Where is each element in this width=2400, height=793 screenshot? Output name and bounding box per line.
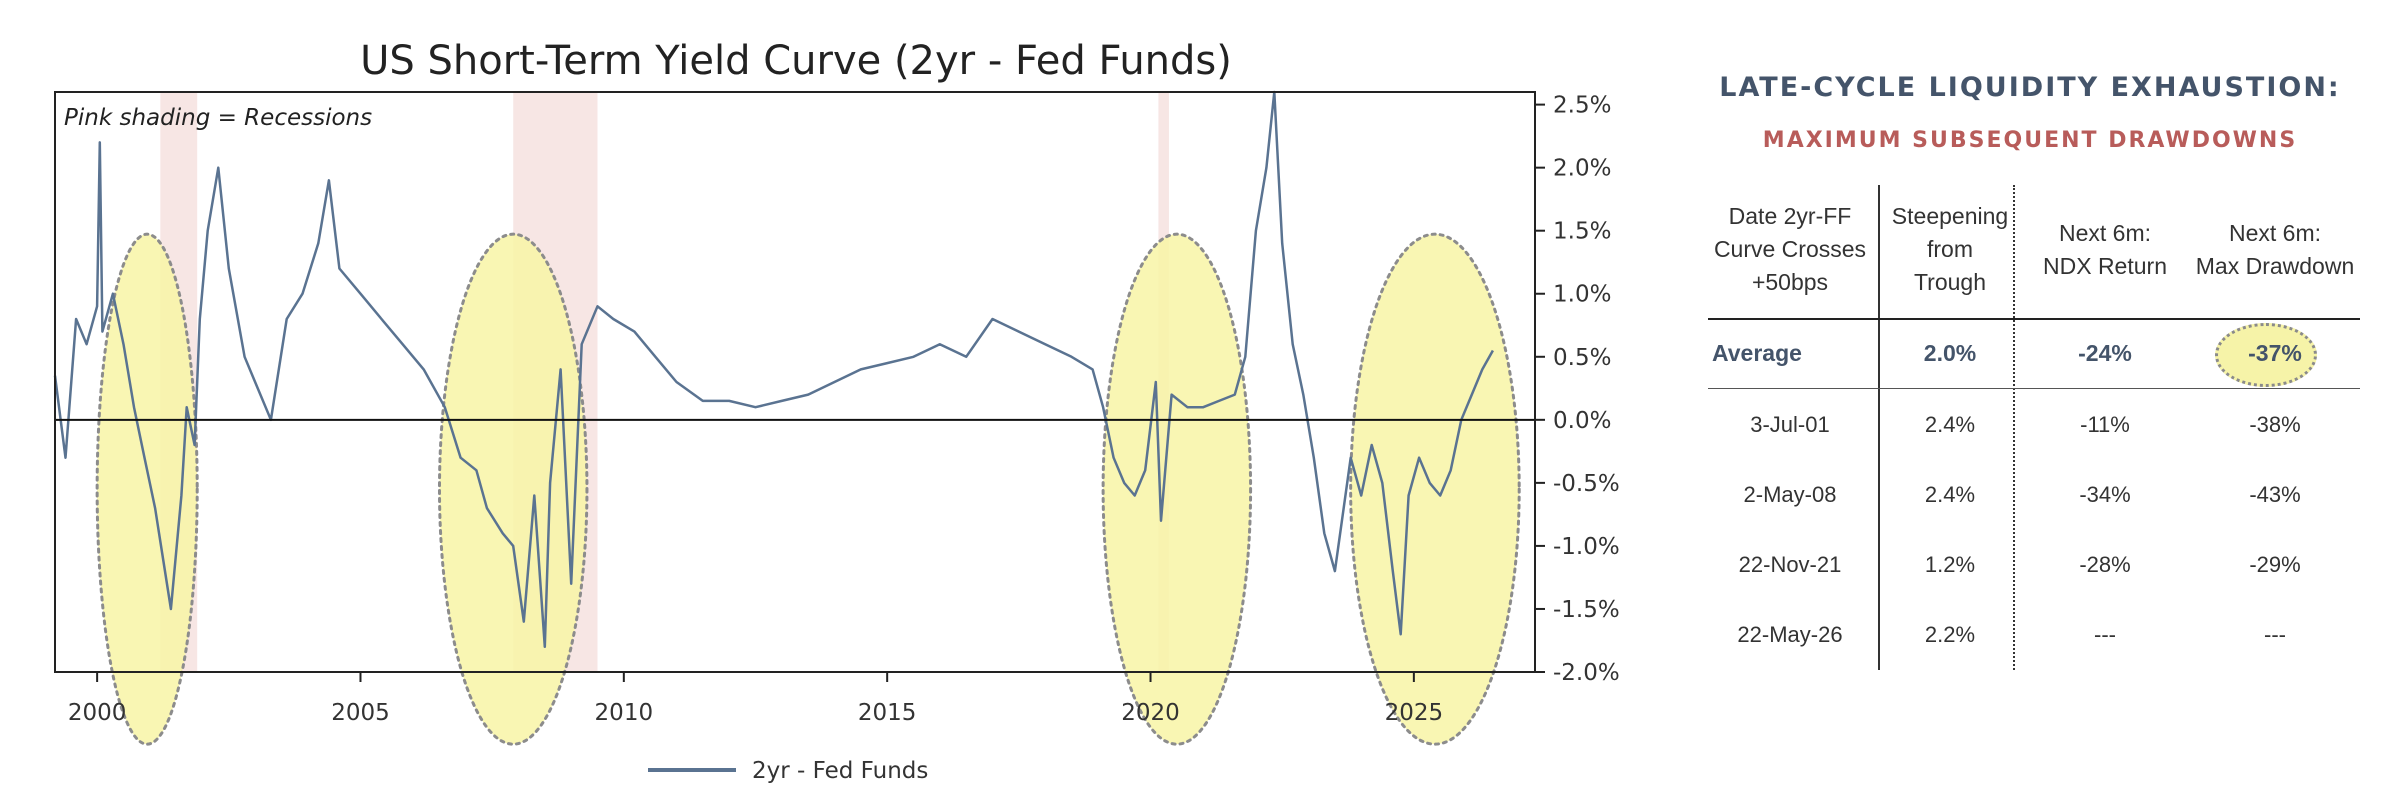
x-tick-label-3: 2010	[595, 700, 654, 726]
row-2-max-drawdown: -43%	[2249, 482, 2301, 507]
row-1-date: 3-Jul-01	[1750, 412, 1830, 437]
x-tick-label-6: 2025	[1385, 700, 1444, 726]
row-3-ndx-return: -28%	[2079, 552, 2131, 577]
row-2-date: 2-May-08	[1743, 482, 1837, 507]
yield-curve-chart: US Short-Term Yield Curve (2yr - Fed Fun…	[53, 38, 1620, 784]
axis-layer: 2.5% 2.0% 1.5% 1.0% 0.5% 0.0% -0.5% -1.0% -1.5% -…	[54, 91, 1620, 726]
average-ndx-return: -24%	[2078, 340, 2132, 366]
header-date: Date 2yr-FF Curve Crosses +50bps	[1713, 203, 1867, 295]
header-max-drawdown: Next 6m: Max Drawdown	[2195, 220, 2355, 279]
row-4-max-drawdown: ---	[2264, 622, 2286, 647]
row-1-steepening: 2.4%	[1924, 412, 1976, 437]
column-divider-2	[2013, 185, 2015, 670]
highlight-ellipse-3	[1101, 232, 1253, 746]
row-1-max-drawdown: -38%	[2249, 412, 2301, 437]
row-1-ndx-return: -11%	[2080, 412, 2130, 437]
y-tick-label-8: -1.0%	[1553, 534, 1620, 560]
average-drawdown-highlight	[2215, 323, 2317, 387]
row-4-ndx-return: ---	[2094, 622, 2116, 647]
highlight-ellipse-2	[437, 232, 589, 746]
header-rule	[1708, 318, 2360, 320]
row-4-steepening: 2.2%	[1924, 622, 1976, 647]
series-line-1	[53, 90, 1494, 649]
average-rule	[1708, 388, 2360, 389]
y-tick-label-7: -0.5%	[1553, 471, 1620, 497]
highlight-ellipse-layer	[95, 232, 1521, 746]
x-tick-label-1: 2000	[68, 700, 127, 726]
column-divider-1	[1878, 185, 1880, 670]
average-max-drawdown: -37%	[2248, 340, 2302, 366]
average-label: Average	[1712, 340, 1802, 366]
y-tick-label-4: 1.0%	[1553, 282, 1611, 308]
average-steepening: 2.0%	[1923, 340, 1977, 366]
x-tick-label-5: 2020	[1121, 700, 1180, 726]
recession-note: Pink shading = Recessions	[64, 105, 372, 131]
row-2-ndx-return: -34%	[2079, 482, 2131, 507]
y-tick-label-6: 0.0%	[1553, 408, 1611, 434]
x-tick-label-2: 2005	[331, 700, 390, 726]
series-layer	[53, 90, 1494, 649]
y-tick-label-3: 1.5%	[1553, 219, 1611, 245]
y-tick-label-9: -1.5%	[1553, 597, 1620, 623]
chart-legend: 2yr - Fed Funds	[648, 758, 928, 784]
x-tick-label-4: 2015	[858, 700, 917, 726]
header-steepening: Steepening from Trough	[1891, 203, 2009, 295]
header-ndx-return: Next 6m: NDX Return	[2043, 220, 2167, 279]
y-tick-label-5: 0.5%	[1553, 345, 1611, 371]
row-3-max-drawdown: -29%	[2249, 552, 2301, 577]
recession-shading-layer	[160, 92, 1169, 672]
plot-frame	[54, 91, 1536, 673]
row-2-steepening: 2.4%	[1924, 482, 1976, 507]
y-tick-label-1: 2.5%	[1553, 93, 1611, 119]
highlight-ellipse-1	[95, 232, 199, 746]
chart-title: US Short-Term Yield Curve (2yr - Fed Fun…	[360, 38, 1232, 84]
table-subtitle: MAXIMUM SUBSEQUENT DRAWDOWNS	[1762, 128, 2298, 153]
row-4-date: 22-May-26	[1737, 622, 1843, 647]
y-tick-label-2: 2.0%	[1553, 156, 1611, 182]
row-3-date: 22-Nov-21	[1738, 552, 1842, 577]
chart-svg: US Short-Term Yield Curve (2yr - Fed Fun…	[53, 38, 1620, 784]
y-tick-label-10: -2.0%	[1553, 660, 1620, 686]
drawdown-table-panel: LATE-CYCLE LIQUIDITY EXHAUSTION: MAXIMUM…	[1700, 0, 2360, 793]
row-3-steepening: 1.2%	[1924, 552, 1976, 577]
legend-label: 2yr - Fed Funds	[752, 758, 928, 784]
table-title: LATE-CYCLE LIQUIDITY EXHAUSTION:	[1719, 72, 2341, 103]
